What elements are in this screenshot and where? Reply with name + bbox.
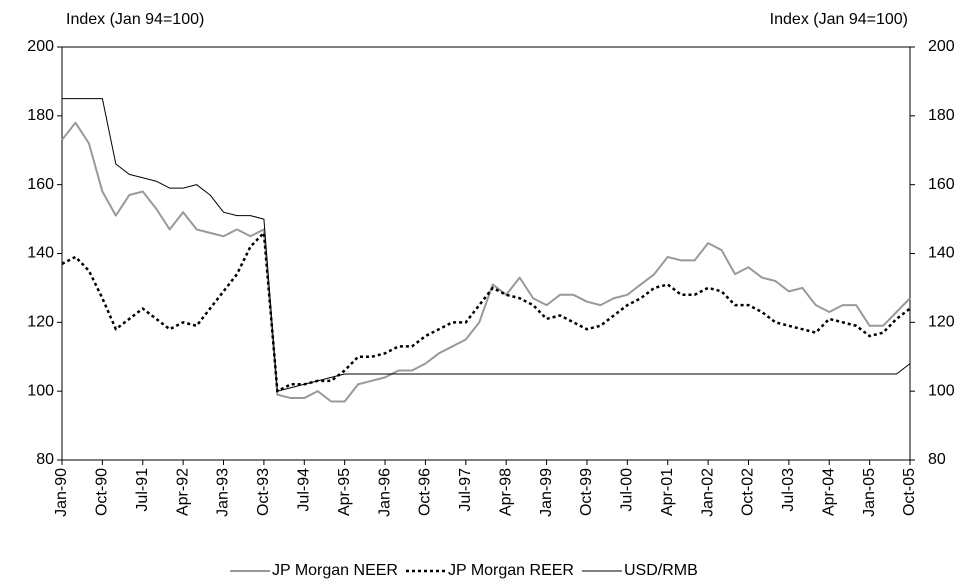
y2-tick-label: 160 xyxy=(928,176,955,193)
x-tick-label: Apr-95 xyxy=(336,468,353,516)
y-tick-label: 80 xyxy=(36,451,54,468)
x-tick-label: Apr-04 xyxy=(820,468,837,516)
x-tick-label: Oct-90 xyxy=(94,468,111,516)
x-tick-label: Oct-99 xyxy=(578,468,595,516)
y2-tick-label: 80 xyxy=(928,451,946,468)
x-tick-label: Jul-00 xyxy=(619,468,636,512)
y2-axis-label: Index (Jan 94=100) xyxy=(770,11,908,28)
x-tick-label: Apr-92 xyxy=(174,468,191,516)
y2-tick-label: 100 xyxy=(928,382,955,399)
y-tick-label: 160 xyxy=(27,176,54,193)
y2-tick-label: 140 xyxy=(928,245,955,262)
y-tick-label: 100 xyxy=(27,382,54,399)
y-tick-label: 140 xyxy=(27,245,54,262)
x-tick-label: Jan-96 xyxy=(376,468,393,517)
x-tick-label: Jul-94 xyxy=(296,468,313,512)
x-tick-label: Jan-02 xyxy=(699,468,716,517)
y2-tick-label: 180 xyxy=(928,107,955,124)
y-axis-label: Index (Jan 94=100) xyxy=(66,11,204,28)
x-tick-label: Oct-02 xyxy=(740,468,757,516)
x-tick-label: Oct-05 xyxy=(901,468,918,516)
x-tick-label: Apr-98 xyxy=(497,468,514,516)
legend-label: JP Morgan REER xyxy=(448,562,574,579)
x-tick-label: Jan-93 xyxy=(215,468,232,517)
x-tick-label: Jan-05 xyxy=(861,468,878,517)
y2-tick-label: 120 xyxy=(928,314,955,331)
x-tick-label: Jan-99 xyxy=(538,468,555,517)
y-tick-label: 120 xyxy=(27,314,54,331)
x-tick-label: Oct-93 xyxy=(255,468,272,516)
x-tick-label: Apr-01 xyxy=(659,468,676,516)
x-tick-label: Jul-97 xyxy=(457,468,474,512)
y-tick-label: 180 xyxy=(27,107,54,124)
plot-frame xyxy=(61,46,911,461)
legend-label: JP Morgan NEER xyxy=(272,562,398,579)
series-line xyxy=(62,98,911,392)
x-tick-label: Oct-96 xyxy=(417,468,434,516)
x-tick-label: Jul-91 xyxy=(134,468,151,512)
series-line xyxy=(61,231,911,393)
series-line xyxy=(61,121,911,403)
y-tick-label: 200 xyxy=(27,38,54,55)
x-tick-label: Jul-03 xyxy=(780,468,797,512)
y2-tick-label: 200 xyxy=(928,38,955,55)
x-tick-label: Jan-90 xyxy=(53,468,70,517)
legend-label: USD/RMB xyxy=(624,562,698,579)
